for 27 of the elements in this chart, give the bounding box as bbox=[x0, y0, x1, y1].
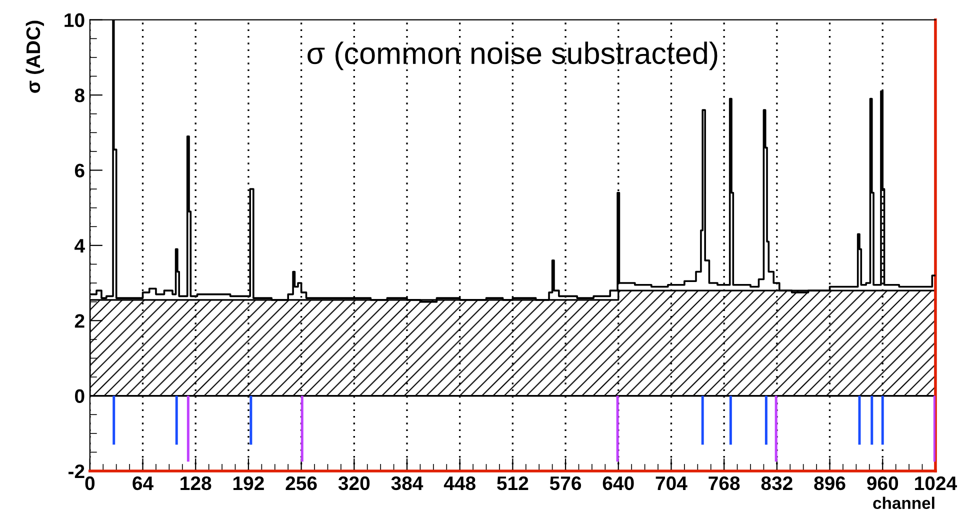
x-tick-label: 384 bbox=[391, 476, 424, 490]
y-tick-label: 8 bbox=[74, 88, 84, 102]
x-tick-label: 896 bbox=[814, 476, 846, 490]
y-tick-label: 6 bbox=[74, 164, 84, 178]
y-axis-title: σ (ADC) bbox=[26, 20, 44, 93]
x-tick-label: 704 bbox=[656, 476, 688, 490]
x-tick-label: 448 bbox=[444, 476, 476, 490]
x-tick-label: 832 bbox=[761, 476, 792, 490]
x-tick-label: 512 bbox=[497, 476, 528, 490]
x-tick-label: 768 bbox=[708, 476, 740, 490]
x-tick-label: 576 bbox=[550, 476, 582, 490]
x-tick-label: 0 bbox=[85, 476, 95, 490]
x-tick-label: 64 bbox=[132, 476, 154, 490]
x-axis-title: channel bbox=[873, 496, 934, 510]
x-tick-label: 192 bbox=[233, 476, 264, 490]
y-tick-label: 2 bbox=[74, 314, 84, 328]
text: σ (common noise substracted) bbox=[308, 42, 718, 70]
x-tick-label: 960 bbox=[867, 476, 898, 490]
y-tick-label: 0 bbox=[75, 389, 84, 404]
y-tick-label: 4 bbox=[74, 239, 85, 252]
x-tick-label: 640 bbox=[602, 476, 634, 490]
x-tick-label: 128 bbox=[180, 476, 212, 490]
y-tick-label: 10 bbox=[64, 13, 84, 28]
y-tick-label: -2 bbox=[68, 464, 84, 478]
x-tick-label: 256 bbox=[286, 476, 317, 490]
x-tick-label: 1024 bbox=[915, 476, 957, 490]
x-tick-label: 320 bbox=[338, 476, 370, 490]
